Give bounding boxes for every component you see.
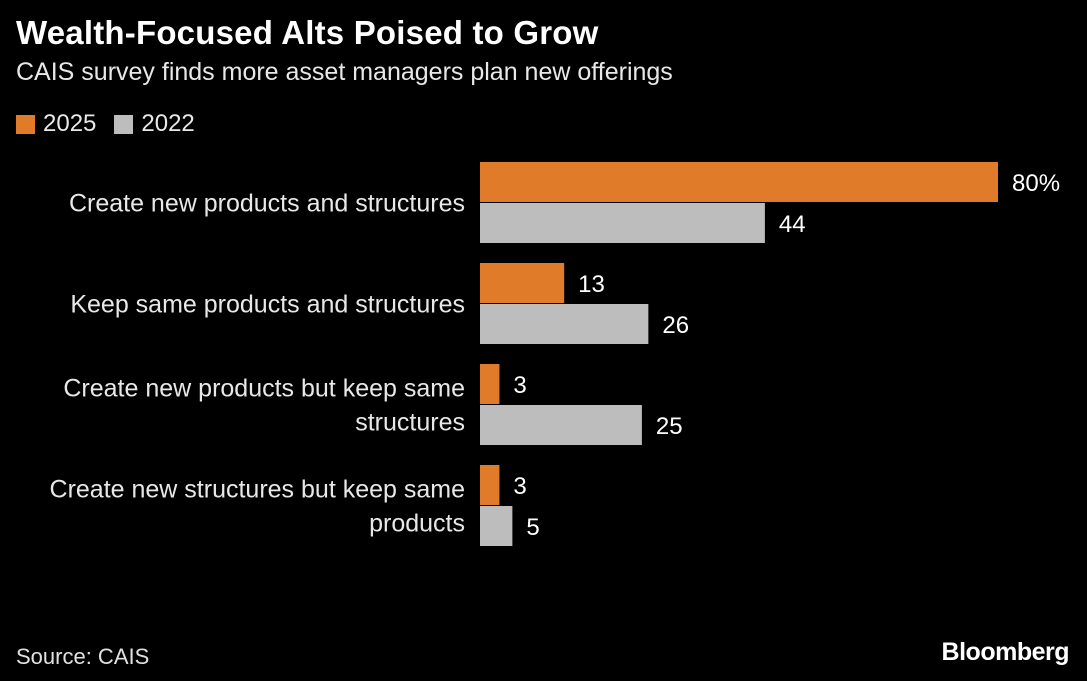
data-label-2025: 13 [578, 271, 605, 298]
source-note: Source: CAIS [16, 644, 150, 669]
data-label-2025: 3 [513, 372, 526, 399]
legend-item-2022: 2022 [114, 110, 195, 138]
bar-2022 [480, 405, 642, 445]
legend-swatch-2025 [16, 114, 35, 134]
bar-2025 [480, 263, 565, 303]
bar-2025 [480, 162, 998, 202]
bar-2022 [480, 203, 765, 243]
data-label-2022: 44 [779, 211, 806, 238]
legend-item-2025: 2025 [16, 110, 96, 138]
data-label-2022: 26 [662, 312, 689, 339]
bar-2022 [480, 304, 649, 344]
category-label: structures [355, 409, 465, 437]
bar-2025 [480, 364, 500, 404]
chart-title: Wealth-Focused Alts Poised to Grow [16, 14, 599, 51]
data-label-2022: 5 [526, 514, 539, 541]
category-label: products [369, 510, 465, 538]
data-label-2025: 80% [1012, 170, 1060, 197]
category-label: Create new products but keep same [63, 375, 465, 403]
legend: 2025 2022 [16, 110, 213, 138]
legend-label-2022: 2022 [141, 110, 195, 137]
chart-subtitle: CAIS survey finds more asset managers pl… [16, 58, 673, 86]
data-label-2022: 25 [656, 413, 683, 440]
bloomberg-logo: Bloomberg [941, 638, 1070, 666]
category-label: Create new structures but keep same [50, 476, 465, 504]
category-label: Keep same products and structures [70, 291, 465, 319]
legend-label-2025: 2025 [43, 110, 97, 137]
legend-swatch-2022 [114, 114, 134, 134]
category-label: Create new products and structures [69, 190, 465, 218]
data-label-2025: 3 [513, 473, 526, 500]
bar-2025 [480, 465, 500, 505]
bar-2022 [480, 506, 513, 546]
